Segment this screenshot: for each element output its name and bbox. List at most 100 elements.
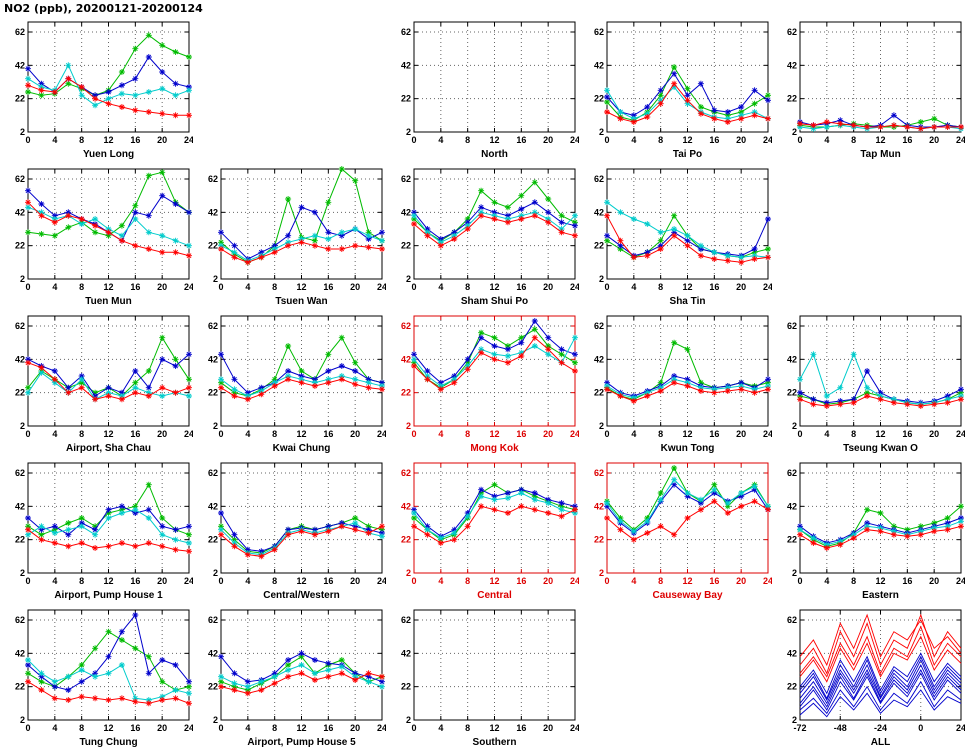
x-tick-label: 12 [103,135,113,145]
x-tick-label: 12 [103,723,113,733]
chart-sham-shui-po: 0 4 8 12 16 20 24 2 22 42 62 Sham Shui Po [386,163,580,310]
x-tick-label: 8 [272,429,277,439]
y-tick-label: 2 [20,421,25,431]
x-tick-label: 24 [377,429,386,439]
y-tick-label: 2 [792,127,797,137]
x-tick-label: 20 [543,282,553,292]
series-green [220,168,383,263]
series-markers-red [604,498,771,543]
y-tick-label: 42 [208,354,218,364]
x-tick-label: 16 [516,282,526,292]
series-markers-red [604,379,771,404]
chart-tuen-mun: 0 4 8 12 16 20 24 2 22 42 62 Tuen Mun [0,163,194,310]
x-tick-label: 20 [157,429,167,439]
y-tick-label: 62 [208,468,218,478]
x-tick-label: 20 [929,576,939,586]
page-title: NO2 (ppb), 20200121-20200124 [4,2,203,15]
x-tick-label: 12 [489,135,499,145]
x-tick-label: 12 [296,282,306,292]
chart-title: Tuen Mun [85,296,131,307]
y-tick-label: 22 [594,94,604,104]
y-tick-label: 2 [406,715,411,725]
x-tick-label: 8 [79,429,84,439]
x-tick-label: 4 [438,282,443,292]
x-tick-label: 24 [570,723,579,733]
x-tick-label: 4 [52,135,57,145]
x-tick-label: 16 [516,429,526,439]
x-tick-label: 24 [377,723,386,733]
x-tick-label: 4 [438,429,443,439]
x-tick-label: 4 [631,429,636,439]
series-markers-blue [218,650,385,685]
x-tick-label: 24 [763,576,772,586]
y-tick-label: 42 [401,501,411,511]
x-tick-label: 20 [350,576,360,586]
x-tick-label: 24 [184,282,193,292]
y-tick-label: 22 [401,94,411,104]
chart-airport-sha-chau: 0 4 8 12 16 20 24 2 22 42 62 Airport, Sha Chau [0,310,194,457]
y-tick-label: 22 [787,682,797,692]
y-tick-label: 42 [594,60,604,70]
x-tick-label: 20 [929,429,939,439]
y-tick-label: 22 [594,241,604,251]
x-tick-label: 4 [631,282,636,292]
series-markers-red [218,523,385,560]
x-tick-label: 0 [604,576,609,586]
y-tick-label: 2 [406,421,411,431]
y-tick-label: 22 [15,241,25,251]
chart-yuen-long: 0 4 8 12 16 20 24 2 22 42 62 Yuen Long [0,16,194,163]
x-tick-label: 8 [272,723,277,733]
x-tick-label: 0 [411,282,416,292]
x-tick-label: 24 [763,282,772,292]
x-tick-label: 12 [489,723,499,733]
y-tick-label: 22 [15,388,25,398]
x-tick-label: 12 [296,576,306,586]
x-tick-label: 4 [245,576,250,586]
y-tick-label: 22 [401,535,411,545]
x-tick-label: 16 [130,282,140,292]
chart-title: Kwun Tong [661,443,715,454]
y-tick-label: 62 [787,321,797,331]
y-tick-label: 2 [213,274,218,284]
x-tick-label: 24 [956,723,965,733]
chart-title: Tap Mun [860,149,900,160]
series-markers-cyan [411,490,578,541]
series-markers-red [411,334,578,393]
x-tick-label: 0 [218,429,223,439]
y-tick-label: 2 [599,274,604,284]
y-tick-label: 2 [599,421,604,431]
y-tick-label: 62 [401,468,411,478]
y-tick-label: 42 [787,60,797,70]
y-tick-label: 22 [208,535,218,545]
x-tick-label: 12 [489,576,499,586]
x-tick-label: 0 [25,723,30,733]
x-tick-label: 0 [604,282,609,292]
x-tick-label: 12 [875,576,885,586]
y-tick-label: 42 [401,354,411,364]
chart-title: Kwai Chung [273,443,331,454]
x-tick-label: 12 [103,429,113,439]
x-tick-label: 24 [570,576,579,586]
series-markers-red [25,359,192,403]
x-tick-label: 16 [130,429,140,439]
y-tick-label: 2 [20,127,25,137]
chart-tseung-kwan-o: 0 4 8 12 16 20 24 2 22 42 62 Tseung Kwan O [772,310,965,457]
series-blue-3 [799,655,962,700]
x-tick-label: 8 [79,723,84,733]
x-tick-label: 16 [130,135,140,145]
y-tick-label: 42 [401,648,411,658]
y-tick-label: 22 [401,682,411,692]
chart-tap-mun: 0 4 8 12 16 20 24 2 22 42 62 Tap Mun [772,16,965,163]
series-markers-red [411,503,578,546]
x-tick-label: 8 [658,576,663,586]
series-markers-blue [25,503,192,538]
chart-title: Tsuen Wan [275,296,327,307]
x-tick-label: 20 [157,576,167,586]
chart-title: ALL [871,737,890,748]
chart-central-western: 0 4 8 12 16 20 24 2 22 42 62 Central/Western [193,457,387,604]
